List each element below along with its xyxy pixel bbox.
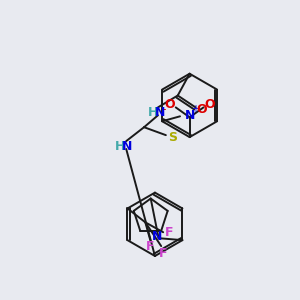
Text: -: -	[162, 103, 166, 116]
Text: H: H	[115, 140, 125, 152]
Text: F: F	[165, 226, 173, 239]
Text: H: H	[148, 106, 158, 119]
Text: O: O	[164, 98, 175, 111]
Text: N: N	[155, 106, 165, 119]
Text: N: N	[152, 230, 162, 243]
Text: N: N	[184, 109, 195, 122]
Text: F: F	[159, 247, 167, 260]
Text: F: F	[146, 240, 154, 253]
Text: O: O	[196, 103, 207, 116]
Text: N: N	[122, 140, 132, 152]
Text: +: +	[190, 104, 199, 114]
Text: S: S	[168, 130, 177, 144]
Text: O: O	[204, 98, 215, 111]
